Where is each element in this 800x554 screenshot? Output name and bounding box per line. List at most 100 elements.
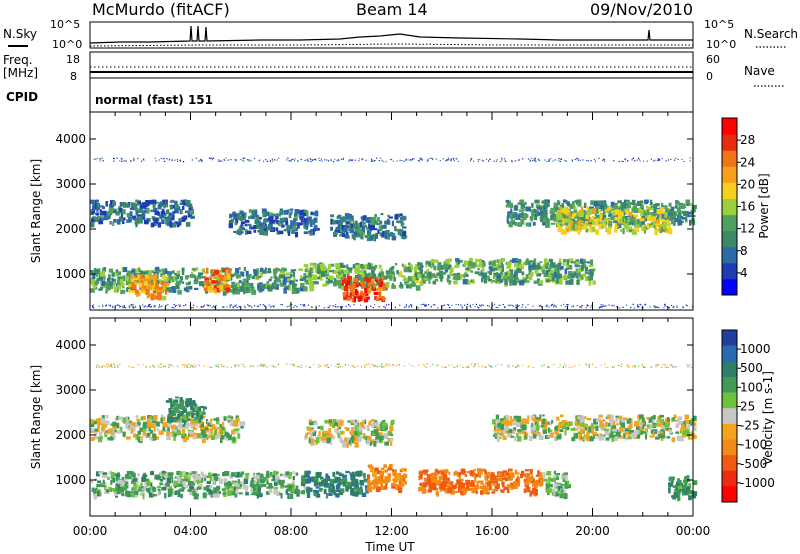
scatter-point [187, 489, 193, 492]
scatter-point [219, 272, 222, 275]
scatter-point [200, 425, 203, 432]
scatter-point [357, 436, 362, 442]
scatter-point [335, 263, 340, 268]
scatter-point [543, 209, 548, 215]
scatter-point [305, 478, 309, 484]
scatter-point [279, 480, 285, 483]
scatter-point [206, 480, 211, 484]
scatter-point [451, 485, 457, 490]
scatter-point [92, 201, 95, 208]
scatter-point [214, 493, 220, 498]
scatter-point [465, 267, 470, 271]
scatter-point [290, 223, 293, 229]
scatter-point [341, 475, 346, 478]
scatter-point [119, 202, 123, 207]
scatter-point [224, 159, 226, 161]
scatter-point [157, 491, 160, 496]
scatter-point [345, 470, 350, 474]
scatter-point [376, 287, 380, 291]
scatter-point [275, 227, 279, 232]
scatter-point [494, 264, 499, 270]
scatter-point [351, 435, 355, 440]
scatter-point [371, 158, 373, 160]
scatter-point [680, 203, 686, 207]
scatter-point [662, 223, 667, 229]
scatter-point [656, 209, 662, 215]
scatter-point [276, 159, 278, 161]
scatter-point [240, 215, 243, 221]
scatter-point [342, 158, 344, 160]
scatter-point [569, 211, 574, 217]
scatter-point [465, 280, 471, 285]
scatter-point [164, 492, 167, 499]
scatter-point [334, 229, 340, 232]
freq-label-2: [MHz] [3, 66, 38, 80]
scatter-point [390, 159, 393, 161]
scatter-point [207, 423, 211, 427]
scatter-point [638, 306, 640, 308]
scatter-point [531, 202, 534, 208]
scatter-point [401, 275, 406, 278]
scatter-point [221, 434, 225, 440]
scatter-point [469, 257, 473, 262]
scatter-point [430, 478, 436, 485]
scatter-point [505, 160, 507, 163]
scatter-point [119, 306, 121, 308]
scatter-point [116, 430, 121, 434]
scatter-point [122, 306, 124, 308]
scatter-point [133, 157, 135, 159]
scatter-point [632, 219, 636, 225]
scatter-point [214, 270, 220, 275]
scatter-point [382, 284, 385, 290]
scatter-point [432, 158, 434, 160]
scatter-point [479, 159, 481, 161]
scatter-point [115, 211, 120, 216]
scatter-point [318, 270, 323, 274]
scatter-point [585, 307, 587, 309]
scatter-point [632, 303, 635, 306]
scatter-point [202, 283, 206, 288]
scatter-point [356, 479, 359, 483]
scatter-point [496, 274, 501, 279]
scatter-point [558, 159, 560, 161]
scatter-point [257, 220, 261, 224]
scatter-point [322, 440, 327, 443]
scatter-point [239, 211, 244, 215]
scatter-point [309, 221, 313, 227]
scatter-point [601, 306, 603, 308]
scatter-point [349, 159, 352, 161]
scatter-point [490, 472, 495, 475]
scatter-point [185, 304, 187, 306]
scatter-point [535, 479, 539, 483]
scatter-point [323, 307, 325, 309]
scatter-point [374, 420, 377, 423]
scatter-point [613, 220, 617, 224]
scatter-point [232, 436, 236, 441]
scatter-point [279, 210, 284, 216]
scatter-point [447, 260, 451, 266]
scatter-point [262, 303, 264, 306]
scatter-point [294, 305, 296, 307]
scatter-point [92, 437, 96, 440]
scatter-point [510, 213, 515, 218]
scatter-point [382, 419, 386, 423]
scatter-point [90, 278, 96, 285]
scatter-point [239, 271, 243, 274]
scatter-point [165, 218, 170, 223]
scatter-point [308, 487, 313, 492]
scatter-point [99, 217, 103, 221]
scatter-point [161, 487, 167, 491]
scatter-point [112, 209, 117, 213]
scatter-point [443, 263, 448, 270]
scatter-point [309, 231, 314, 236]
scatter-point [281, 474, 286, 477]
scatter-point [347, 297, 351, 301]
scatter-point [92, 306, 94, 308]
scatter-point [299, 275, 303, 281]
scatter-point [303, 486, 307, 491]
scatter-point [274, 159, 276, 161]
scatter-point [407, 159, 409, 161]
scatter-point [559, 161, 561, 163]
scatter-point [531, 478, 535, 483]
